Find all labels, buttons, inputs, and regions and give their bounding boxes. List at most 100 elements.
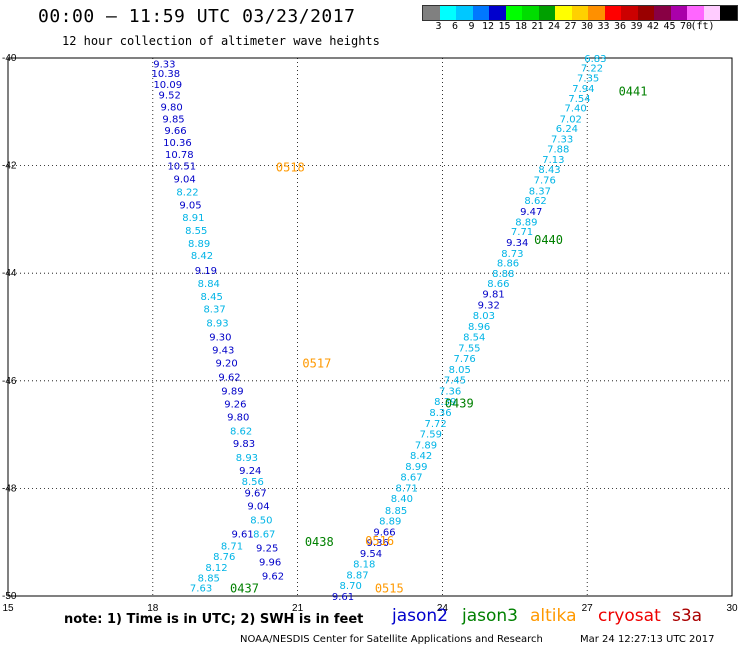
wave-height-point: 7.63: [190, 583, 212, 594]
wave-height-point: 7.76: [453, 354, 475, 365]
y-tick-label: -48: [2, 483, 17, 494]
legend-jason2: jason2: [392, 606, 448, 626]
wave-height-point: 9.19: [195, 266, 217, 277]
wave-height-point: 6.83: [584, 54, 606, 65]
wave-height-point: 9.89: [221, 386, 243, 397]
pass-time-label: 0440: [534, 233, 563, 247]
pass-time-label: 0438: [305, 535, 334, 549]
wave-height-point: 8.71: [221, 541, 243, 552]
scale-swatch: [720, 6, 737, 20]
legend-jason3: jason3: [462, 606, 518, 626]
wave-height-point: 9.80: [227, 412, 249, 423]
scale-label: 30: [580, 21, 594, 32]
x-tick-label: 30: [726, 603, 738, 614]
scale-swatch: [604, 6, 621, 20]
scale-label: 27: [564, 21, 577, 32]
wave-height-point: 8.76: [213, 552, 235, 563]
wave-height-point: 8.50: [250, 516, 272, 527]
pass-time-label: 0516: [365, 534, 394, 548]
wave-height-point: 8.40: [391, 494, 413, 505]
chart-subtitle: 12 hour collection of altimeter wave hei…: [62, 34, 380, 48]
x-tick-label: 21: [292, 603, 304, 614]
y-tick-label: -46: [2, 376, 17, 387]
wave-height-point: 8.67: [400, 473, 422, 484]
wave-height-point: 8.85: [385, 506, 407, 517]
wave-height-point: 7.33: [551, 135, 573, 146]
wave-height-point: 8.56: [242, 477, 264, 488]
wave-height-point: 9.54: [360, 549, 382, 560]
pass-time-label: 0515: [375, 581, 404, 595]
wave-height-point: 8.96: [468, 322, 490, 333]
scale-label: 33: [597, 21, 610, 32]
wave-height-point: 7.54: [568, 94, 590, 105]
wave-height-point: 9.81: [482, 290, 504, 301]
wave-height-point: 8.43: [538, 165, 560, 176]
legend-altika: altika: [530, 606, 577, 626]
wave-height-point: 8.89: [515, 218, 537, 229]
scale-label: 18: [514, 21, 528, 32]
wave-height-point: 7.22: [581, 64, 603, 75]
wave-height-point: 9.96: [259, 558, 281, 569]
wave-height-point: 7.36: [439, 386, 461, 397]
scale-swatch: [489, 6, 506, 20]
wave-height-point: 8.86: [497, 258, 519, 269]
x-tick-label: 27: [582, 603, 594, 614]
wave-height-point: 8.84: [198, 279, 220, 290]
wave-height-point: 9.61: [332, 592, 354, 603]
y-tick-label: -40: [2, 53, 17, 64]
scale-label: 3: [435, 21, 442, 32]
scale-swatch: [538, 6, 555, 20]
scale-label: 6: [451, 21, 459, 32]
wave-height-point: 9.32: [478, 300, 500, 311]
wave-height-point: 9.05: [179, 200, 201, 211]
wave-height-point: 9.47: [520, 207, 542, 218]
units-note: note: 1) Time is in UTC; 2) SWH is in fe…: [64, 612, 364, 627]
scale-label: 45: [663, 21, 676, 32]
scale-label: 15: [498, 21, 511, 32]
wave-height-point: 8.99: [405, 462, 427, 473]
wave-height-point: 7.76: [534, 176, 556, 187]
wave-height-point: 9.85: [162, 114, 184, 125]
wave-height-point: 9.66: [373, 527, 395, 538]
wave-height-point: 8.12: [205, 563, 227, 574]
plot-frame: [7, 57, 733, 597]
credits-text: NOAA/NESDIS Center for Satellite Applica…: [240, 634, 543, 645]
wave-height-point: 8.42: [410, 451, 432, 462]
x-tick-label: 24: [437, 603, 449, 614]
wave-height-point: 8.03: [473, 311, 495, 322]
wave-height-point: 8.05: [449, 365, 471, 376]
wave-height-point: 7.94: [572, 84, 594, 95]
wave-height-point: 8.73: [501, 249, 523, 260]
wave-height-point: 7.13: [542, 155, 564, 166]
wave-height-point: 8.67: [253, 530, 275, 541]
wave-height-point: 8.62: [230, 426, 252, 437]
wave-height-point: 9.61: [231, 530, 253, 541]
wave-height-point: 10.36: [163, 138, 192, 149]
scale-label: 36: [613, 21, 627, 32]
scale-label: (ft): [690, 21, 715, 32]
y-tick-label: -44: [2, 268, 17, 279]
wave-height-point: 8.71: [396, 483, 418, 494]
scale-label: 42: [646, 21, 660, 32]
generated-timestamp: Mar 24 12:27:13 UTC 2017: [580, 634, 715, 645]
scale-label: 21: [531, 21, 544, 32]
pass-time-label: 0517: [302, 357, 331, 371]
wave-height-point: 10.51: [167, 162, 196, 173]
wave-height-point: 8.89: [188, 239, 210, 250]
scale-label: 24: [547, 21, 561, 32]
scale-swatch: [637, 6, 654, 20]
wave-height-point: 8.93: [206, 319, 228, 330]
wave-height-point: 7.59: [420, 430, 442, 441]
legend-s3a: s3a: [672, 606, 703, 626]
wave-height-point: 10.09: [153, 80, 182, 91]
wave-height-point: 9.04: [174, 175, 196, 186]
wave-height-point: 10.38: [152, 69, 181, 80]
scale-swatch: [654, 6, 671, 20]
wave-height-point: 8.62: [524, 196, 546, 207]
wave-height-point: 9.80: [160, 102, 182, 113]
wave-height-point: 9.62: [262, 572, 284, 583]
wave-height-point: 8.89: [379, 517, 401, 528]
wave-height-point: 7.72: [425, 419, 447, 430]
wave-height-point: 8.85: [198, 574, 220, 585]
